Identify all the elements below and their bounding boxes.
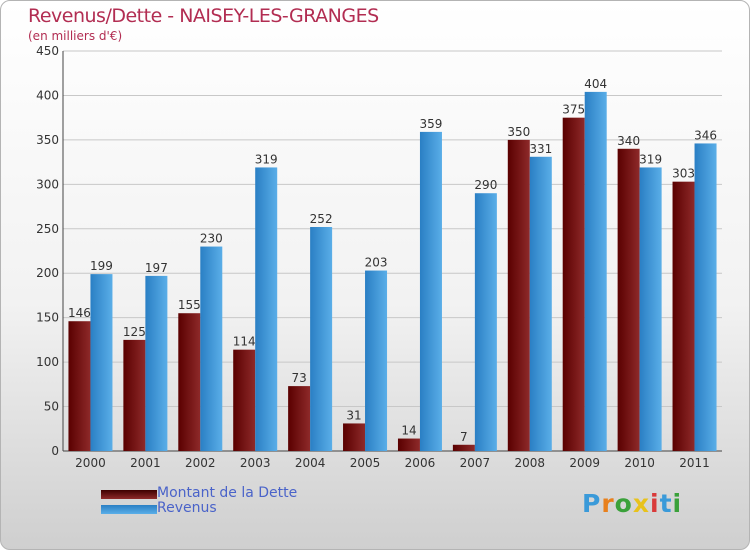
data-label-revenus: 199	[90, 259, 113, 273]
logo-letter: o	[614, 489, 633, 518]
x-tick-label: 2005	[350, 456, 381, 470]
y-tick-label: 50	[44, 400, 59, 414]
bar-dette	[288, 386, 311, 451]
proxiti-logo: Proxiti	[582, 489, 682, 518]
bar-dette	[68, 321, 91, 451]
x-tick-label: 2010	[624, 456, 655, 470]
y-tick-label: 300	[36, 177, 59, 191]
x-tick-label: 2011	[679, 456, 710, 470]
data-label-revenus: 203	[365, 256, 388, 270]
y-tick-label: 350	[36, 133, 59, 147]
x-tick-label: 2000	[75, 456, 106, 470]
data-label-revenus: 346	[694, 128, 717, 142]
data-label-dette: 340	[617, 134, 640, 148]
bar-dette	[452, 444, 475, 451]
data-label-revenus: 197	[145, 261, 168, 275]
bar-revenus	[694, 143, 717, 451]
data-label-revenus: 404	[584, 77, 607, 91]
x-tick-label: 2009	[569, 456, 600, 470]
legend-label-dette: Montant de la Dette	[157, 485, 298, 501]
chart-subtitle: (en milliers d'€)	[28, 29, 123, 43]
y-tick-label: 0	[51, 444, 59, 458]
data-label-revenus: 319	[639, 152, 662, 166]
data-label-dette: 31	[346, 408, 361, 422]
y-tick-label: 250	[36, 222, 59, 236]
legend-swatch-dette	[101, 490, 157, 499]
data-label-revenus: 331	[529, 142, 552, 156]
bar-revenus	[474, 193, 497, 451]
legend-label-revenus: Revenus	[157, 500, 217, 516]
x-tick-label: 2003	[240, 456, 271, 470]
bar-revenus	[584, 91, 607, 451]
data-label-dette: 155	[178, 298, 201, 312]
bar-revenus	[310, 227, 333, 451]
data-label-dette: 7	[460, 430, 468, 444]
bar-dette	[178, 313, 201, 451]
data-label-dette: 303	[672, 167, 695, 181]
y-tick-label: 400	[36, 88, 59, 102]
data-label-dette: 350	[507, 125, 530, 139]
data-label-dette: 114	[233, 335, 256, 349]
x-tick-label: 2006	[405, 456, 436, 470]
data-label-revenus: 252	[310, 212, 333, 226]
y-tick-label: 150	[36, 311, 59, 325]
logo-letter: x	[632, 489, 650, 518]
y-tick-label: 100	[36, 355, 59, 369]
bar-dette	[343, 423, 366, 451]
x-tick-label: 2008	[515, 456, 546, 470]
data-label-dette: 73	[291, 371, 306, 385]
data-label-dette: 146	[68, 306, 91, 320]
bar-dette	[507, 139, 530, 451]
data-label-revenus: 290	[474, 178, 497, 192]
data-label-dette: 125	[123, 325, 146, 339]
x-tick-label: 2002	[185, 456, 216, 470]
data-label-revenus: 230	[200, 232, 223, 246]
logo-letter: r	[601, 489, 615, 518]
logo-letter: t	[659, 489, 673, 518]
bar-revenus	[639, 167, 662, 451]
bar-revenus	[419, 131, 442, 451]
bar-revenus	[90, 274, 113, 451]
logo-letter: i	[672, 489, 683, 518]
legend-swatch-revenus	[101, 505, 157, 514]
y-tick-label: 450	[36, 44, 59, 58]
data-label-revenus: 319	[255, 152, 278, 166]
bar-revenus	[255, 167, 278, 451]
bar-revenus	[200, 246, 223, 451]
bar-revenus	[529, 156, 552, 451]
bar-dette	[562, 117, 585, 452]
x-tick-label: 2001	[130, 456, 161, 470]
data-label-revenus: 359	[420, 117, 443, 131]
x-tick-label: 2004	[295, 456, 326, 470]
bar-revenus	[145, 275, 168, 451]
data-label-dette: 14	[401, 424, 416, 438]
bar-dette	[233, 349, 256, 451]
y-tick-label: 200	[36, 266, 59, 280]
logo-letter: i	[650, 489, 660, 518]
bar-dette	[672, 181, 695, 451]
bar-dette	[123, 339, 146, 451]
data-label-dette: 375	[562, 103, 585, 117]
logo-letter: P	[582, 489, 602, 518]
bar-dette	[617, 148, 640, 451]
bar-revenus	[365, 270, 388, 451]
bar-dette	[397, 438, 420, 451]
chart-title: Revenus/Dette - NAISEY-LES-GRANGES	[28, 5, 379, 27]
x-tick-label: 2007	[460, 456, 491, 470]
